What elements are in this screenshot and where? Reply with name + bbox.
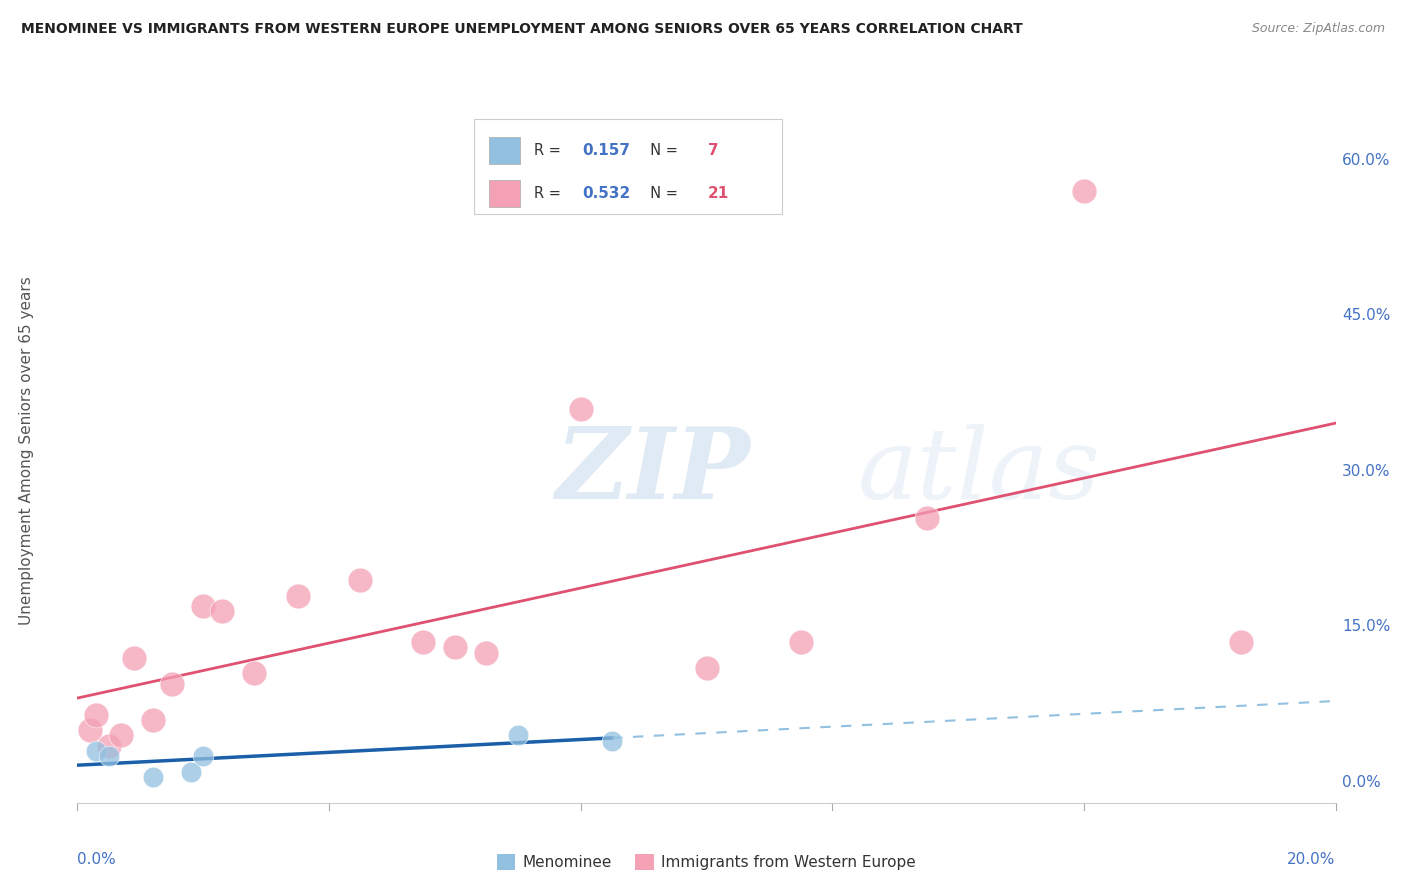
Point (122, 650, 145, 665)
Text: R =: R = (534, 186, 565, 201)
Text: 45.0%: 45.0% (1341, 309, 1391, 323)
Point (696, 661, 718, 675)
Bar (489, 180, 520, 207)
Bar (489, 137, 520, 164)
Point (349, 573, 371, 587)
Point (915, 511, 938, 525)
Point (160, 676, 183, 690)
Text: Unemployment Among Seniors over 65 years: Unemployment Among Seniors over 65 years (20, 277, 35, 624)
Point (506, 728, 529, 742)
Point (1230, 635, 1253, 649)
Point (790, 635, 813, 649)
Point (191, 749, 215, 764)
Point (110, 728, 132, 742)
Point (600, 733, 623, 747)
Point (84, 707, 107, 722)
Point (211, 604, 233, 618)
Point (142, 770, 165, 784)
Text: 30.0%: 30.0% (1341, 464, 1391, 479)
Text: 20.0%: 20.0% (1288, 852, 1336, 867)
Text: N =: N = (641, 186, 682, 201)
Text: 0.0%: 0.0% (1341, 774, 1381, 789)
Text: 0.0%: 0.0% (77, 852, 117, 867)
Point (191, 599, 215, 613)
Text: N =: N = (641, 143, 682, 158)
Text: 0.157: 0.157 (582, 143, 630, 158)
Point (180, 764, 202, 779)
Text: R =: R = (534, 143, 565, 158)
Point (287, 589, 309, 603)
Point (242, 666, 264, 681)
Point (475, 646, 498, 660)
Point (569, 402, 592, 417)
Bar (474, 120, 782, 214)
Text: 0.532: 0.532 (582, 186, 630, 201)
Legend: Menominee, Immigrants from Western Europe: Menominee, Immigrants from Western Europ… (491, 848, 922, 876)
Text: 21: 21 (707, 186, 730, 201)
Point (142, 713, 165, 727)
Text: 7: 7 (707, 143, 718, 158)
Point (79, 723, 101, 738)
Point (412, 635, 434, 649)
Point (84, 744, 107, 758)
Text: atlas: atlas (858, 424, 1101, 519)
Text: Source: ZipAtlas.com: Source: ZipAtlas.com (1251, 22, 1385, 36)
Point (97, 749, 120, 764)
Text: ZIP: ZIP (555, 424, 751, 520)
Text: MENOMINEE VS IMMIGRANTS FROM WESTERN EUROPE UNEMPLOYMENT AMONG SENIORS OVER 65 Y: MENOMINEE VS IMMIGRANTS FROM WESTERN EUR… (21, 22, 1022, 37)
Text: 15.0%: 15.0% (1341, 619, 1391, 634)
Point (1073, 185, 1095, 199)
Point (97, 739, 120, 753)
Text: 60.0%: 60.0% (1341, 153, 1391, 168)
Point (444, 640, 467, 655)
